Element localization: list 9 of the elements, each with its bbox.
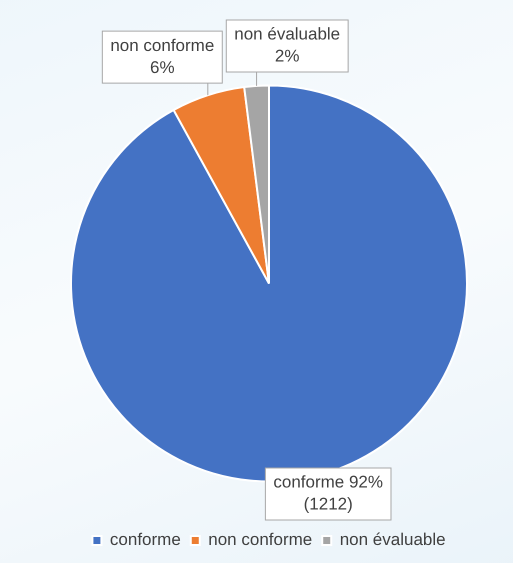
- legend-label: non conforme: [208, 530, 312, 550]
- slice-label: non conforme: [110, 36, 214, 55]
- data-label: 2%: [274, 46, 300, 66]
- legend-label: conforme: [110, 530, 181, 550]
- category-label: conforme 92%: [273, 472, 383, 492]
- text: (1212): [304, 494, 353, 514]
- data-label: 6%: [150, 58, 175, 77]
- slice-label: non évaluable: [234, 24, 340, 44]
- legend-label: non évaluable: [340, 530, 446, 550]
